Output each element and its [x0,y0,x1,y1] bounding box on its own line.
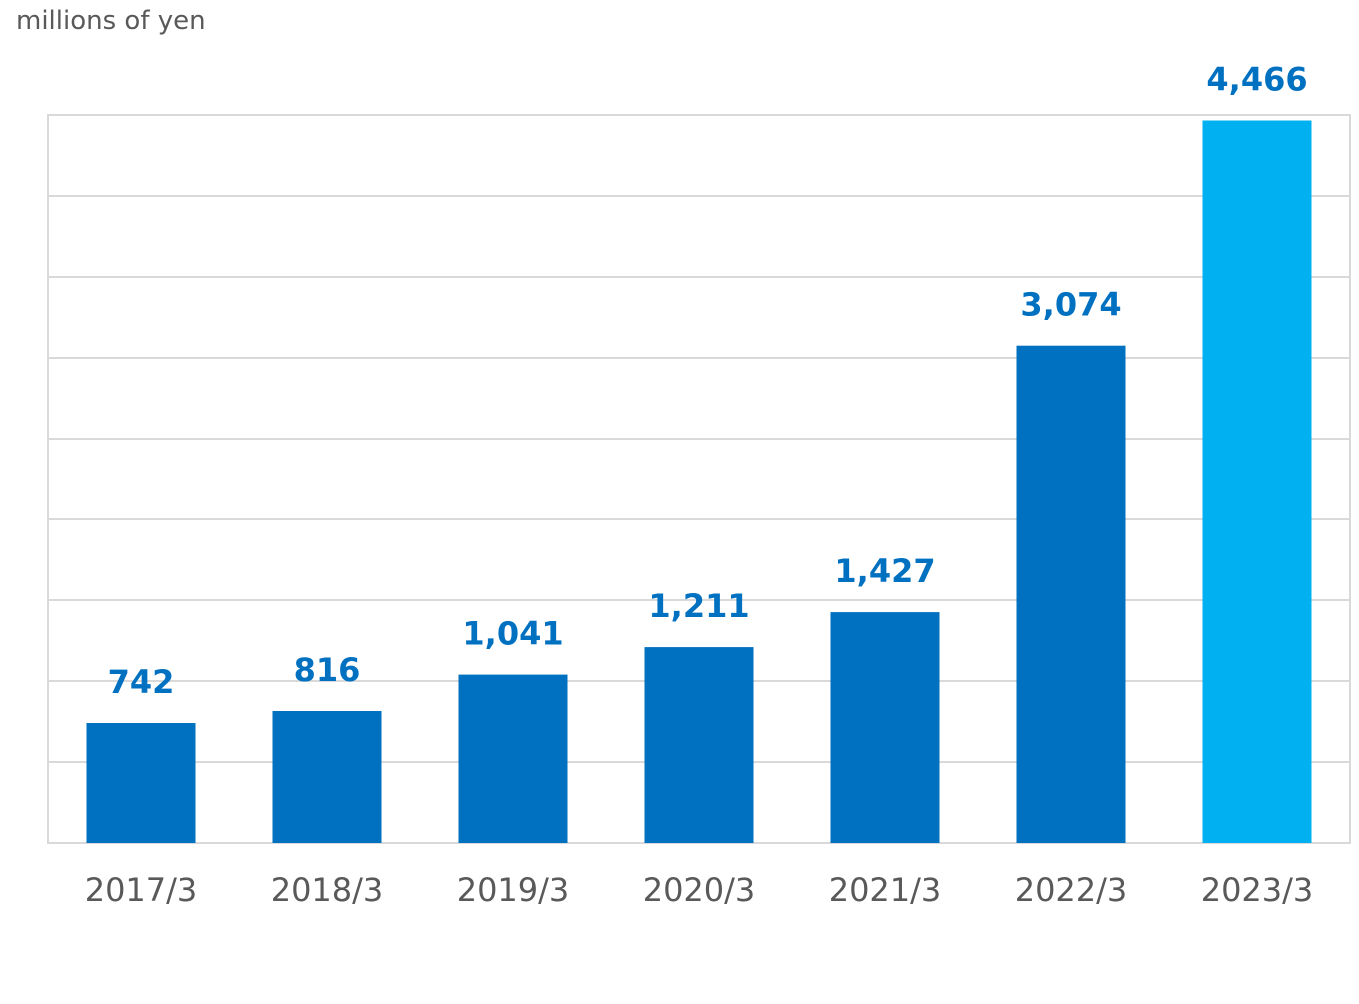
bar [1016,345,1126,843]
x-tick-label: 2023/3 [1201,871,1314,909]
bar [272,711,382,843]
bar [830,612,940,843]
bar [458,674,568,843]
x-tick-label: 2020/3 [643,871,756,909]
x-tick-label: 2022/3 [1015,871,1128,909]
x-tick-label: 2018/3 [271,871,384,909]
bar [86,723,196,843]
data-labels: 742 816 1,041 1,211 1,427 3,074 4,466 [108,61,1308,702]
data-label: 1,211 [648,587,749,625]
y-axis-unit-label: millions of yen [16,6,206,36]
data-label: 4,466 [1206,61,1307,99]
data-label: 3,074 [1020,286,1121,324]
x-tick-label: 2017/3 [85,871,198,909]
data-label: 816 [294,651,361,689]
x-tick-label: 2021/3 [829,871,942,909]
data-label: 1,041 [462,615,563,653]
data-label: 1,427 [834,552,935,590]
bars [86,120,1312,843]
bar [1202,120,1312,843]
x-tick-labels: 2017/3 2018/3 2019/3 2020/3 2021/3 2022/3 2023… [85,871,1314,909]
x-tick-label: 2019/3 [457,871,570,909]
data-label: 742 [108,663,175,701]
bar [644,647,754,843]
